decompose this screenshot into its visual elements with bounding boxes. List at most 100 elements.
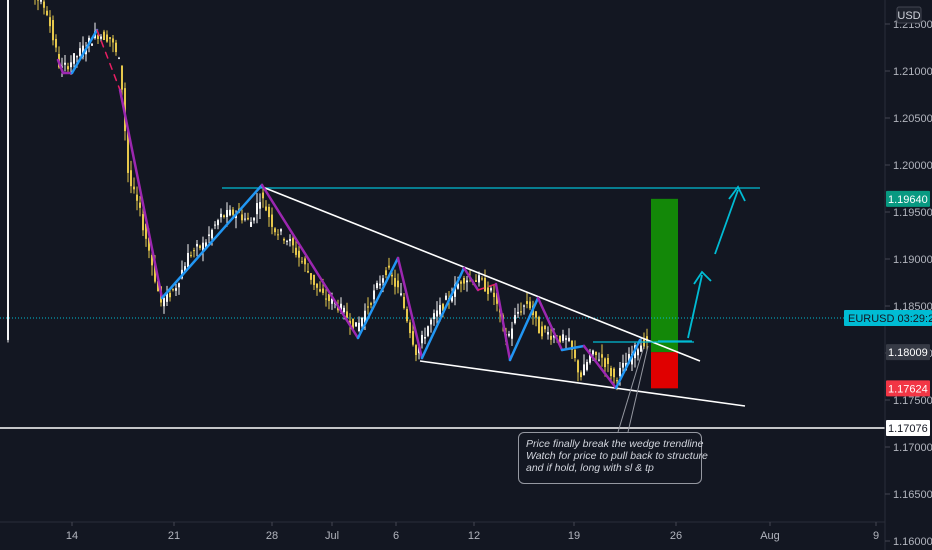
currency-badge[interactable]: USD	[896, 6, 922, 24]
zigzag-segment	[477, 283, 497, 291]
zigzag-segment	[494, 282, 512, 362]
candle-body	[391, 274, 393, 277]
zigzag-segment	[462, 266, 480, 292]
time-tick-label: 28	[266, 530, 278, 542]
candle-body	[580, 372, 582, 378]
price-tick-label: 1.16500	[893, 489, 932, 501]
time-axis[interactable]: 14 21 28 Jul 6 12 19 26 Aug 9	[66, 522, 879, 542]
zigzag-segment	[396, 256, 424, 360]
candle-body	[412, 331, 414, 345]
stop-price-label: 1.17624	[888, 383, 928, 395]
candle-body	[529, 301, 531, 309]
candle-body	[139, 202, 141, 208]
candle-body	[454, 284, 456, 297]
time-tick-label: 6	[393, 530, 399, 542]
candle-body	[280, 229, 282, 232]
time-tick-label: 9	[873, 530, 879, 542]
candle-body	[436, 310, 438, 317]
candle-body	[226, 210, 228, 218]
candle-body	[52, 20, 54, 41]
arrowhead-2	[728, 185, 746, 202]
candle-body	[553, 335, 555, 338]
candle-body	[130, 170, 132, 187]
price-tick-label: 1.21000	[893, 66, 932, 78]
candle-body	[358, 322, 360, 332]
time-tick-label: 26	[670, 530, 682, 542]
target-zone	[651, 198, 678, 353]
candle-body	[85, 49, 87, 55]
candle-body	[373, 290, 375, 300]
candle-body	[97, 35, 99, 39]
candle-body	[514, 315, 516, 324]
projection-arrow-1	[687, 274, 703, 339]
zigzag-segment	[96, 29, 121, 91]
note-line-2: Watch for price to pull back to structur…	[526, 450, 708, 462]
candle-body	[385, 270, 387, 276]
candle-body	[115, 42, 117, 53]
time-tick-label: 12	[468, 530, 480, 542]
candle-body	[274, 228, 276, 233]
candle-body	[517, 311, 519, 314]
zigzag-segment	[160, 183, 264, 300]
candle-body	[172, 289, 174, 291]
candle-body	[253, 217, 255, 221]
support-price-label: 1.17076	[888, 423, 928, 435]
candle-body	[271, 214, 273, 227]
zigzag-segment	[420, 266, 466, 360]
zigzag-segment	[56, 58, 65, 75]
price-tick-label: 1.19500	[893, 207, 932, 219]
candle-body	[520, 311, 522, 313]
callout-leader	[627, 345, 649, 433]
candle-body	[457, 283, 459, 289]
time-tick-label: Aug	[760, 530, 780, 542]
analysis-note[interactable]: Price finally break the wedge trendline …	[518, 432, 708, 484]
candle-body	[70, 62, 72, 68]
candle-body	[619, 367, 621, 377]
entry-price-box	[886, 344, 930, 361]
candle-body	[571, 340, 573, 350]
candle-body	[643, 339, 645, 347]
candle-body	[43, 1, 45, 8]
candle-body	[478, 275, 480, 283]
candle-body	[142, 214, 144, 231]
candle-body	[370, 303, 372, 305]
candle-body	[67, 66, 69, 70]
callout-leader	[617, 345, 645, 433]
candle-body	[646, 336, 648, 342]
candle-body	[136, 194, 138, 201]
candle-body	[439, 305, 441, 315]
candle-body	[205, 242, 207, 248]
candle-body	[307, 270, 309, 273]
candle-body	[415, 345, 417, 355]
candle-body	[382, 278, 384, 283]
candle-body	[214, 224, 216, 226]
candle-body	[259, 202, 261, 209]
zigzag-segment	[356, 256, 400, 340]
price-tick-label: 1.20500	[893, 113, 932, 125]
candle-body	[331, 298, 333, 304]
zigzag-segment	[260, 183, 360, 340]
candle-body	[217, 220, 219, 226]
candle-body	[7, 0, 9, 340]
candle-body	[538, 317, 540, 334]
candle-body	[76, 56, 78, 58]
candle-body	[193, 250, 195, 252]
candle-body	[379, 283, 381, 286]
candle-body	[103, 31, 105, 41]
candle-body	[319, 289, 321, 292]
candle-body	[73, 53, 75, 64]
candle-body	[361, 317, 363, 327]
candle-body	[583, 364, 585, 376]
candle-body	[211, 229, 213, 239]
price-tick-label: 1.17000	[893, 442, 932, 454]
candle-body	[562, 334, 564, 341]
candle-body	[541, 326, 543, 337]
candle-body	[340, 303, 342, 312]
candle-body	[316, 283, 318, 288]
candle-body	[328, 294, 330, 302]
target-price-box	[886, 190, 930, 207]
candle-body	[484, 278, 486, 292]
candle-body	[628, 354, 630, 364]
